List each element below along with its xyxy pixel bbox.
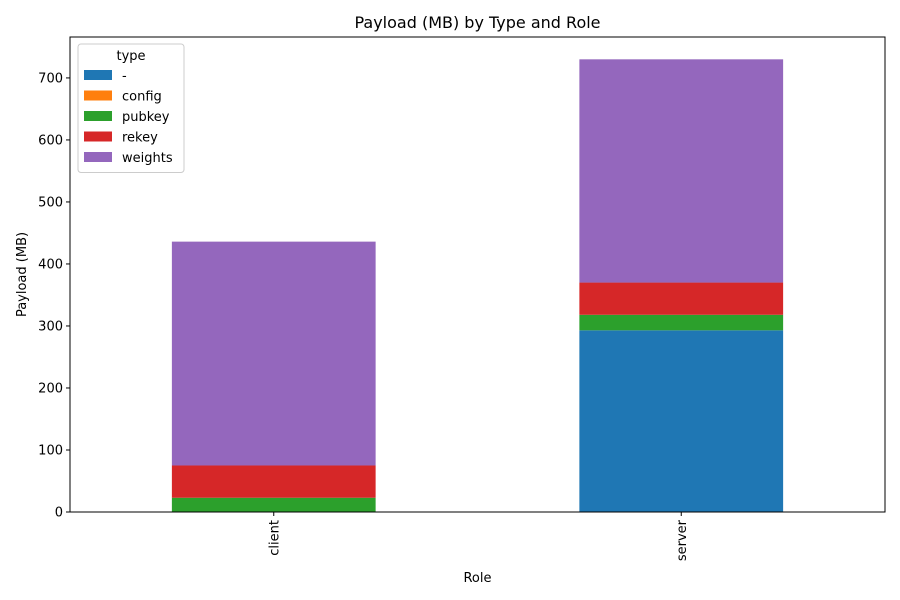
legend-label-3: rekey <box>122 131 158 146</box>
legend-swatch-0 <box>84 70 112 80</box>
y-tick-label: 100 <box>38 443 63 458</box>
legend: type - config pubkey rekey weights <box>77 43 185 173</box>
bar-server-series-4 <box>579 59 784 283</box>
bar-client-series-2 <box>171 497 376 512</box>
y-axis-ticks: 0 100 200 300 400 500 600 700 <box>38 71 70 521</box>
y-tick-label: 300 <box>38 319 63 334</box>
legend-label-4: weights <box>122 151 173 166</box>
y-tick-label: 700 <box>38 71 63 86</box>
y-tick-label: 0 <box>55 506 63 521</box>
y-tick-label: 500 <box>38 195 63 210</box>
bar-server-series-0 <box>579 330 784 512</box>
x-axis-ticks: client server <box>267 512 690 561</box>
y-axis-label: Payload (MB) <box>15 232 30 317</box>
plot-frame <box>69 36 886 513</box>
legend-swatch-3 <box>84 131 112 142</box>
x-tick-label-server: server <box>675 519 690 561</box>
legend-title: type <box>116 49 145 64</box>
legend-label-0: - <box>122 69 127 84</box>
legend-label-1: config <box>122 90 162 105</box>
y-tick-label: 200 <box>38 381 63 396</box>
y-tick-label: 400 <box>38 257 63 272</box>
legend-swatch-2 <box>84 111 112 121</box>
bar-server-series-2 <box>579 314 784 331</box>
x-tick-label-client: client <box>267 520 282 556</box>
legend-swatch-1 <box>84 90 112 101</box>
bar-client-series-3 <box>171 465 376 498</box>
legend-label-2: pubkey <box>122 110 170 125</box>
bar-client-series-4 <box>171 241 376 466</box>
bar-server-series-3 <box>579 282 784 315</box>
bars-layer <box>171 59 784 512</box>
y-tick-label: 600 <box>38 133 63 148</box>
legend-swatch-4 <box>84 152 112 162</box>
chart-title: Payload (MB) by Type and Role <box>354 13 600 32</box>
x-axis-label: Role <box>463 571 491 586</box>
